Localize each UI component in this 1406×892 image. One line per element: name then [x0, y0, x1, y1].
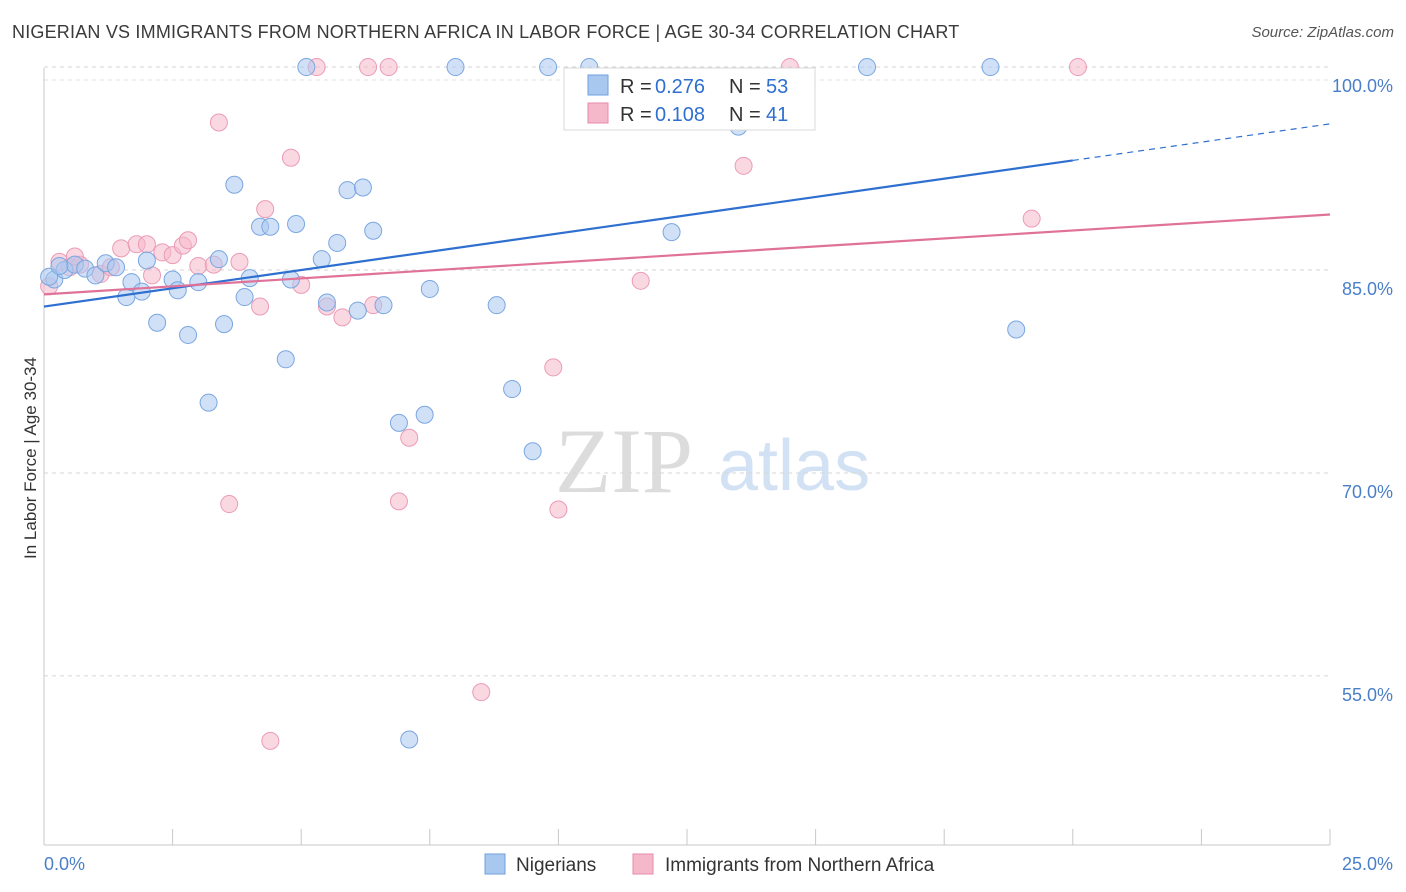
series-immigrants-northern-africa	[40, 58, 1087, 750]
nigerian-point	[1007, 320, 1026, 339]
watermark-zip: ZIP	[555, 410, 693, 512]
immigrant-point	[1022, 209, 1041, 228]
y-tick-label: 100.0%	[1332, 76, 1393, 96]
bottom-legend-label-nigerians: Nigerians	[516, 855, 596, 876]
x-tick-label-max: 25.0%	[1342, 854, 1393, 874]
immigrant-point	[189, 256, 208, 275]
immigrant-point	[137, 235, 156, 254]
immigrant-point	[379, 58, 398, 77]
nigerian-point	[487, 296, 506, 315]
series-legend: Nigerians Immigrants from Northern Afric…	[484, 853, 935, 876]
legend-r-label-2: R =	[620, 104, 652, 126]
nigerian-point	[981, 58, 1000, 77]
nigerian-point	[539, 58, 558, 77]
nigerian-point	[107, 258, 126, 277]
immigrant-point	[333, 308, 352, 327]
nigerian-point	[137, 251, 156, 270]
chart-title: NIGERIAN VS IMMIGRANTS FROM NORTHERN AFR…	[12, 22, 960, 42]
immigrant-point	[1068, 58, 1087, 77]
y-tick-label: 70.0%	[1342, 482, 1393, 502]
nigerian-point	[287, 215, 306, 233]
y-tick-label: 85.0%	[1342, 279, 1393, 299]
nigerian-point	[662, 223, 681, 242]
nigerian-point	[420, 279, 439, 298]
nigerian-point	[364, 221, 383, 240]
immigrant-point	[359, 58, 378, 77]
immigrant-point	[209, 113, 228, 132]
immigrant-point	[389, 492, 408, 511]
nigerian-point	[858, 58, 877, 77]
nigerian-point	[276, 350, 295, 369]
legend-swatch-immigrants	[587, 102, 609, 124]
nigerian-point	[338, 181, 357, 200]
immigrant-point	[472, 683, 491, 702]
source-label: Source: ZipAtlas.com	[1251, 24, 1394, 41]
trend-line-nigerians-extension	[1072, 123, 1331, 162]
immigrant-point	[631, 271, 650, 290]
immigrant-point	[179, 231, 198, 250]
nigerian-point	[199, 393, 218, 412]
immigrant-point	[230, 252, 249, 271]
y-tick-labels: 55.0% 70.0% 85.0% 100.0%	[1332, 76, 1393, 705]
immigrant-point	[734, 156, 753, 175]
nigerian-point	[297, 58, 316, 77]
legend-r-value-1: 0.276	[655, 76, 705, 98]
legend-r-label-1: R =	[620, 76, 652, 98]
nigerian-point	[503, 380, 522, 399]
bottom-legend-swatch-immigrants	[632, 853, 654, 875]
bottom-legend-label-immigrants: Immigrants from Northern Africa	[665, 855, 935, 876]
immigrant-point	[281, 148, 300, 167]
legend-n-label-1: N =	[729, 76, 761, 98]
legend-n-value-2: 41	[766, 104, 788, 126]
nigerian-point	[86, 266, 105, 285]
immigrant-point	[112, 239, 131, 258]
immigrant-point	[256, 200, 275, 219]
nigerian-point	[348, 301, 367, 320]
x-tick-marks	[172, 829, 1331, 845]
immigrant-point	[261, 731, 280, 750]
legend-n-label-2: N =	[729, 104, 761, 126]
immigrant-point	[549, 500, 568, 519]
immigrant-point	[400, 428, 419, 447]
nigerian-point	[179, 325, 198, 344]
nigerian-point	[209, 250, 228, 269]
nigerian-point	[328, 233, 347, 252]
nigerian-point	[317, 293, 336, 312]
series-nigerians	[40, 58, 1026, 749]
nigerian-point	[261, 217, 280, 236]
nigerian-point	[353, 178, 372, 197]
x-tick-label-min: 0.0%	[44, 854, 85, 874]
gridlines	[44, 66, 1330, 677]
immigrant-point	[544, 358, 563, 377]
nigerian-point	[215, 315, 234, 334]
immigrant-point	[251, 297, 270, 316]
trend-line-immigrants	[43, 213, 1331, 296]
immigrant-point	[220, 495, 239, 514]
nigerian-point	[446, 58, 465, 77]
bottom-legend-swatch-nigerians	[484, 853, 506, 875]
legend-swatch-nigerians	[587, 74, 609, 96]
watermark-atlas: atlas	[718, 426, 870, 506]
nigerian-point	[374, 296, 393, 315]
nigerian-point	[168, 281, 187, 300]
y-axis-label: In Labor Force | Age 30-34	[21, 357, 40, 559]
y-tick-label: 55.0%	[1342, 685, 1393, 705]
nigerian-point	[235, 288, 254, 307]
correlation-legend: R = 0.276 N = 53 R = 0.108 N = 41	[563, 67, 816, 131]
trend-lines	[43, 123, 1331, 308]
nigerian-point	[50, 256, 69, 275]
legend-n-value-1: 53	[766, 76, 788, 98]
nigerian-point	[400, 730, 419, 749]
nigerian-point	[189, 273, 208, 292]
trend-line-nigerians	[43, 159, 1073, 308]
nigerian-point	[225, 175, 244, 194]
nigerian-point	[523, 442, 542, 461]
nigerian-point	[389, 413, 408, 432]
legend-r-value-2: 0.108	[655, 104, 705, 126]
nigerian-point	[148, 313, 167, 332]
nigerian-point	[415, 405, 434, 424]
